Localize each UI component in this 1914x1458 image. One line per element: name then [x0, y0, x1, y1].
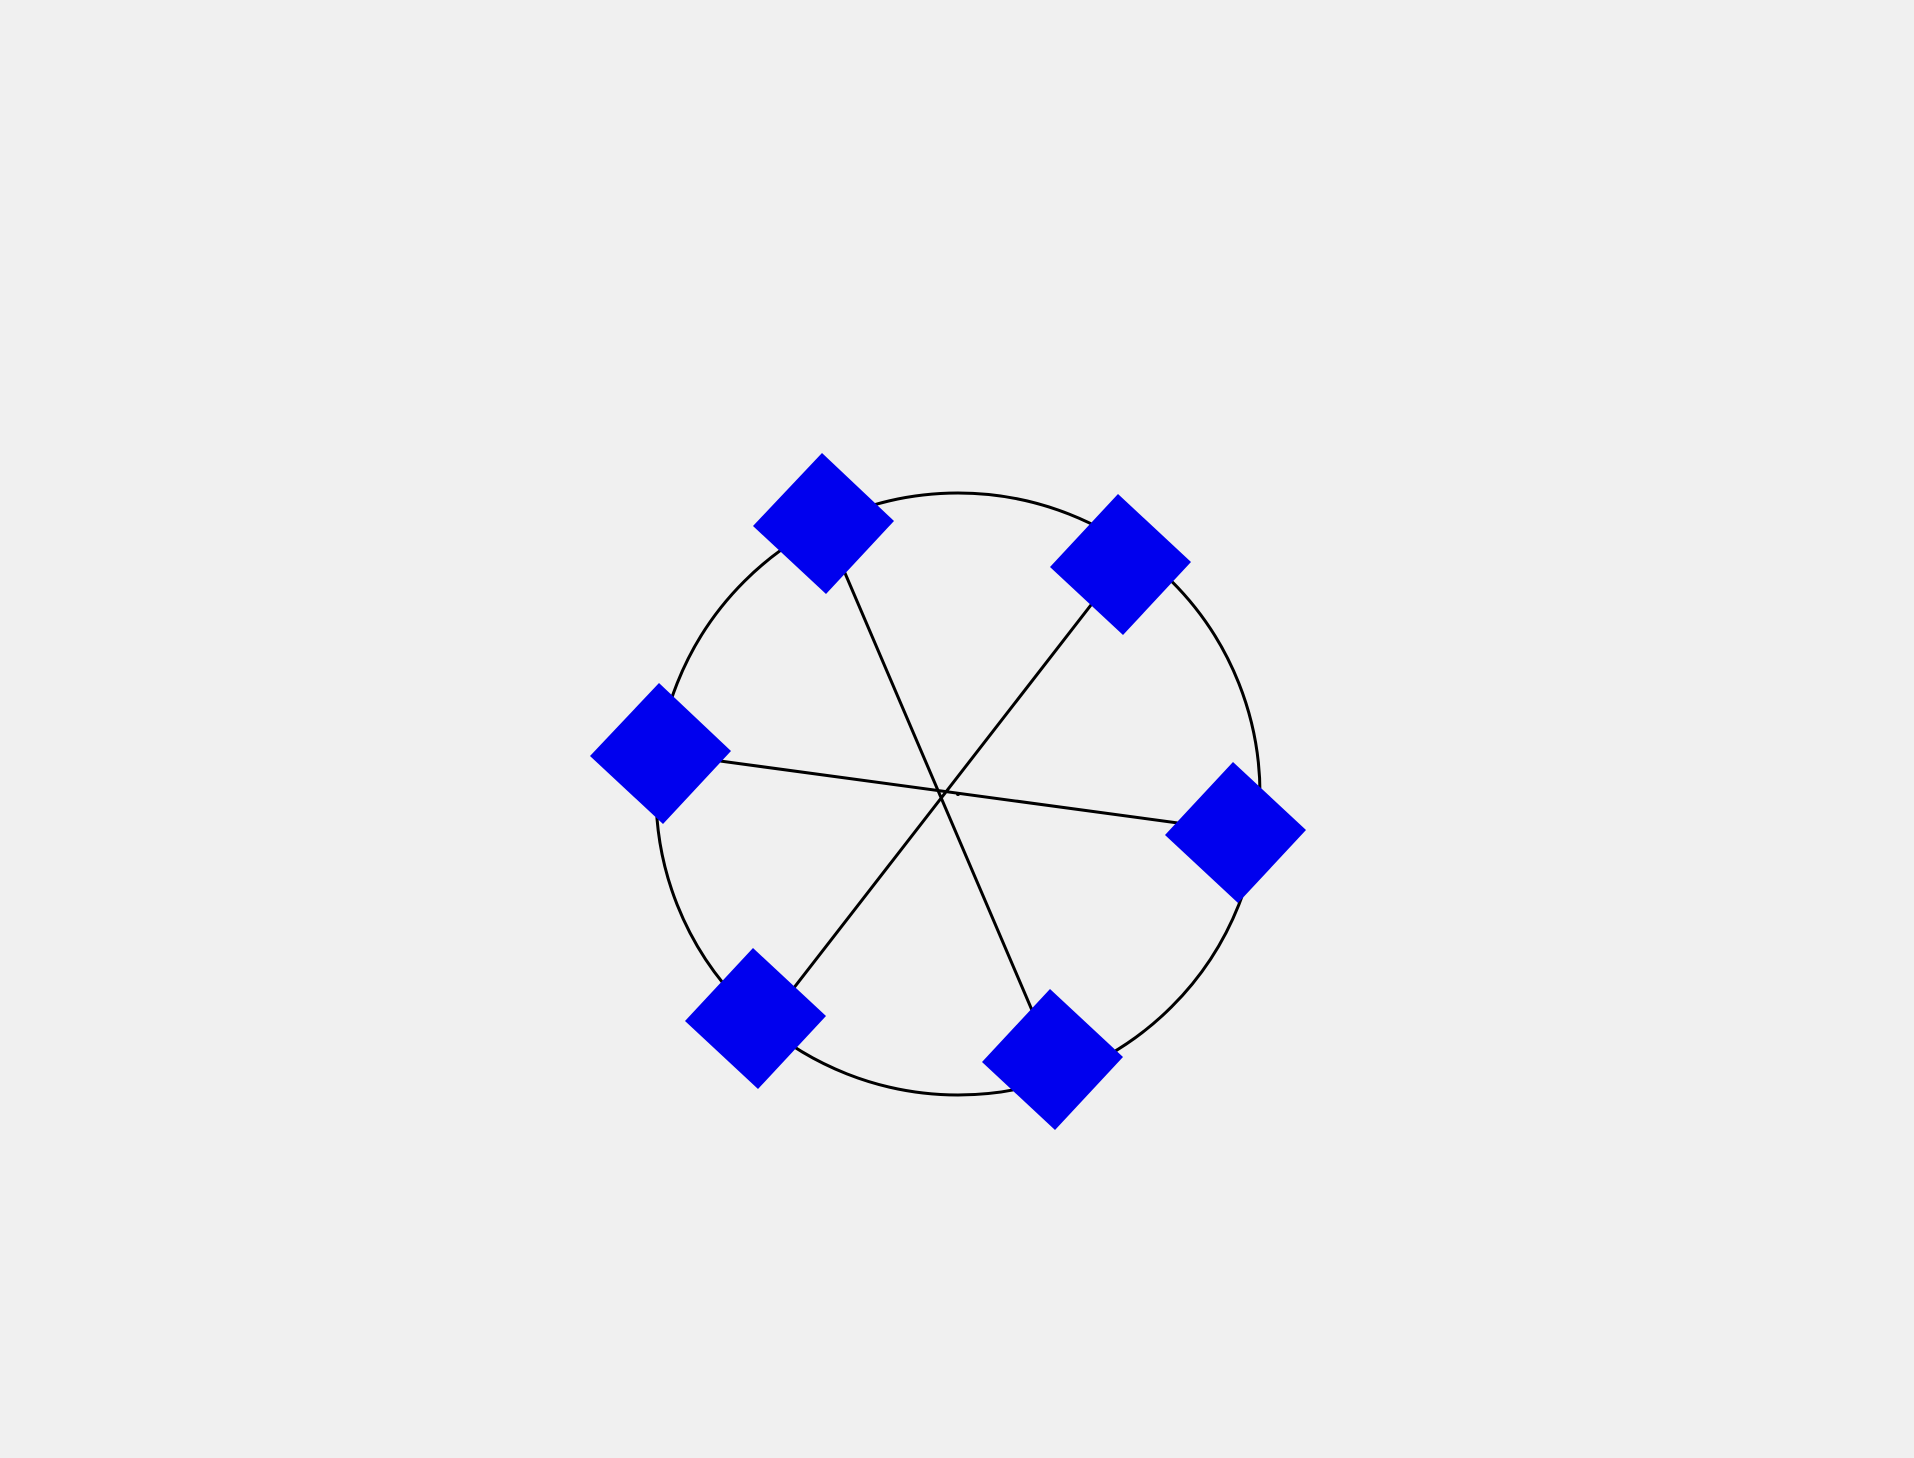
gondola-node-2 [1050, 494, 1191, 635]
gondola-node-6 [982, 989, 1123, 1130]
spoke-2 [753, 564, 1124, 1039]
gondola-node-3 [590, 683, 731, 824]
gondola-node-5 [685, 948, 826, 1089]
hub [956, 792, 960, 796]
gondola-node-4 [1165, 762, 1306, 903]
gondolas [590, 453, 1306, 1130]
gondola-node-1 [753, 453, 894, 594]
spoke-3 [660, 751, 1238, 833]
spoke-1 [822, 523, 1057, 1065]
spokes [660, 523, 1238, 1065]
